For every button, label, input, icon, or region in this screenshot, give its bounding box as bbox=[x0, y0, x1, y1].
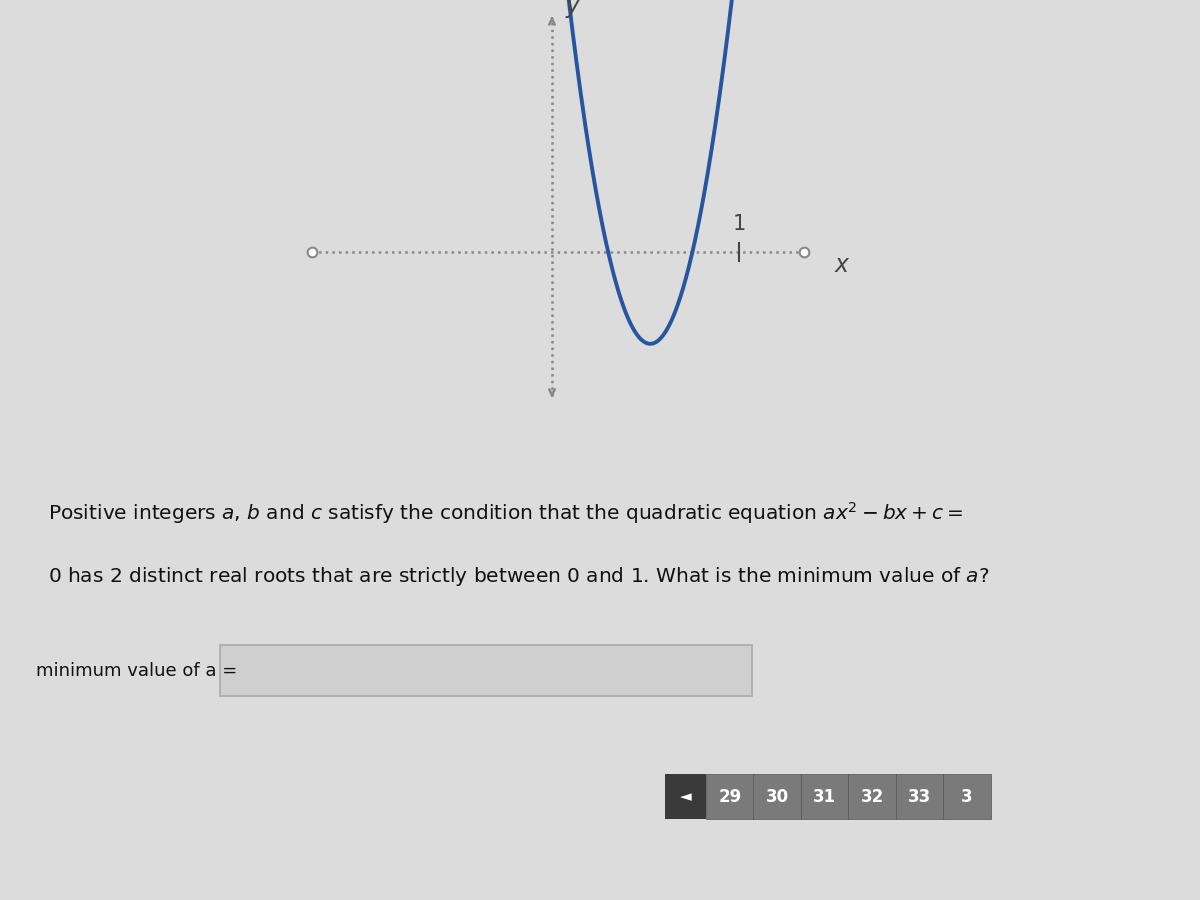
Text: 31: 31 bbox=[814, 788, 836, 806]
Text: 29: 29 bbox=[719, 788, 742, 806]
FancyBboxPatch shape bbox=[220, 645, 752, 696]
FancyBboxPatch shape bbox=[943, 774, 991, 819]
FancyBboxPatch shape bbox=[706, 774, 754, 819]
Text: 32: 32 bbox=[860, 788, 883, 806]
FancyBboxPatch shape bbox=[800, 774, 848, 819]
Text: 3: 3 bbox=[961, 788, 973, 806]
Text: Positive integers $a$, $b$ and $c$ satisfy the condition that the quadratic equa: Positive integers $a$, $b$ and $c$ satis… bbox=[48, 500, 964, 526]
FancyBboxPatch shape bbox=[895, 774, 943, 819]
FancyBboxPatch shape bbox=[665, 774, 706, 819]
Text: $x$: $x$ bbox=[834, 254, 851, 277]
Text: 30: 30 bbox=[766, 788, 788, 806]
Text: 0 has 2 distinct real roots that are strictly between 0 and 1. What is the minim: 0 has 2 distinct real roots that are str… bbox=[48, 564, 990, 588]
Text: minimum value of a =: minimum value of a = bbox=[36, 662, 238, 680]
FancyBboxPatch shape bbox=[754, 774, 802, 819]
FancyBboxPatch shape bbox=[848, 774, 896, 819]
Text: ◄: ◄ bbox=[679, 789, 691, 804]
Text: 1: 1 bbox=[732, 214, 746, 234]
Text: $y$: $y$ bbox=[565, 0, 582, 20]
Text: 33: 33 bbox=[908, 788, 931, 806]
